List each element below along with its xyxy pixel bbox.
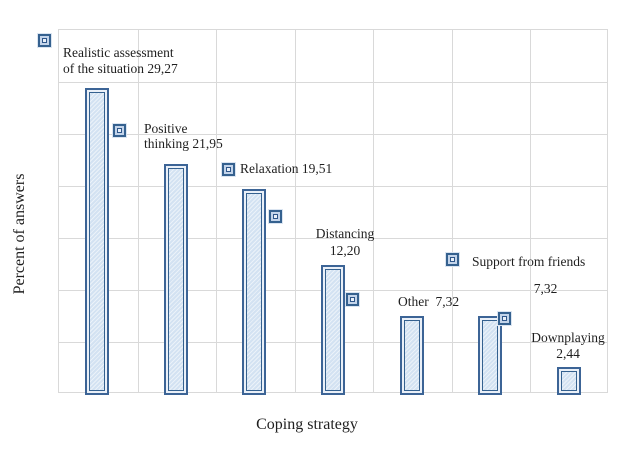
data-label: of the situation 29,27 bbox=[63, 61, 178, 76]
data-label: Positive bbox=[144, 121, 188, 136]
bar-fill bbox=[404, 320, 420, 391]
gridline-horizontal bbox=[59, 186, 607, 187]
data-label: Other 7,32 bbox=[398, 294, 460, 309]
data-label: Distancing bbox=[315, 226, 375, 241]
legend-key-inner-square bbox=[117, 128, 122, 133]
bar-fill bbox=[482, 320, 498, 391]
data-label: thinking 21,95 bbox=[144, 136, 223, 151]
gridline-horizontal bbox=[59, 82, 607, 83]
gridline-vertical bbox=[530, 30, 532, 392]
data-label: Downplaying bbox=[531, 330, 605, 345]
y-axis-title: Percent of answers bbox=[11, 173, 28, 295]
bar-fill bbox=[325, 269, 341, 391]
legend-key-icon bbox=[113, 124, 126, 137]
data-label: 7,32 bbox=[533, 281, 558, 296]
data-label: 12,20 bbox=[329, 243, 361, 258]
legend-key-icon bbox=[269, 210, 282, 223]
legend-key-inner-square bbox=[502, 316, 507, 321]
data-label: 2,44 bbox=[556, 346, 580, 361]
gridline-vertical bbox=[216, 30, 218, 392]
legend-key-inner-square bbox=[273, 214, 278, 219]
gridline-vertical bbox=[137, 30, 139, 392]
legend-key-inner-square bbox=[42, 38, 47, 43]
gridline-vertical bbox=[373, 30, 375, 392]
legend-key-icon bbox=[498, 312, 511, 325]
legend-key-icon bbox=[446, 253, 459, 266]
bar-support-from-friends bbox=[478, 316, 502, 395]
bar-fill bbox=[168, 168, 184, 391]
gridline-horizontal bbox=[59, 134, 607, 135]
bar-distancing bbox=[321, 265, 345, 395]
gridline-horizontal bbox=[59, 238, 607, 239]
bar-fill bbox=[89, 92, 105, 391]
bar-downplaying bbox=[557, 367, 581, 395]
gridline-vertical bbox=[294, 30, 296, 392]
legend-key-inner-square bbox=[226, 167, 231, 172]
legend-key-icon bbox=[38, 34, 51, 47]
data-label: Realistic assessment bbox=[63, 45, 174, 60]
x-axis-title: Coping strategy bbox=[256, 416, 358, 433]
bar-positive-thinking bbox=[164, 164, 188, 395]
legend-key-inner-square bbox=[450, 257, 455, 262]
bar-realistic-assessment-of-the-situation bbox=[85, 88, 109, 395]
bar-relaxation bbox=[242, 189, 266, 395]
data-label: Relaxation 19,51 bbox=[240, 161, 333, 176]
legend-key-icon bbox=[346, 293, 359, 306]
legend-key-icon bbox=[222, 163, 235, 176]
bar-other bbox=[400, 316, 424, 395]
bar-fill bbox=[561, 371, 577, 391]
bar-fill bbox=[246, 193, 262, 391]
data-label: Support from friends bbox=[472, 254, 586, 269]
legend-key-inner-square bbox=[350, 297, 355, 302]
gridline-vertical bbox=[451, 30, 453, 392]
